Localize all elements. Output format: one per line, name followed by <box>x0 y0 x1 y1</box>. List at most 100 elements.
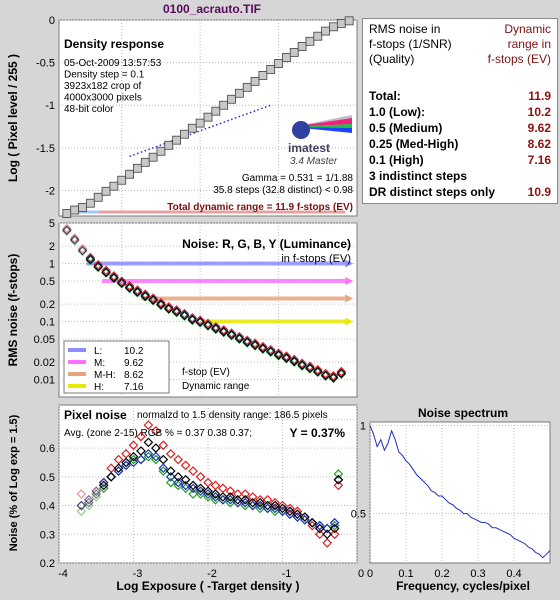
rms-header-line: Dynamic <box>504 22 551 36</box>
rms-row: DR distinct steps only 10.9 <box>369 185 551 201</box>
density-step-marker <box>282 53 291 62</box>
spectrum-y-tick-label: 0.5 <box>351 509 366 521</box>
pixel-noise-marker <box>98 477 109 488</box>
imatest-logo-text: imatest <box>288 141 330 155</box>
noise-marker <box>266 346 276 357</box>
noise-marker <box>195 318 205 328</box>
rms-row-label: DR distinct steps only <box>369 185 496 199</box>
noise-marker <box>140 291 150 301</box>
rms-row: 0.5 (Medium) 9.62 <box>369 121 551 137</box>
rms-row-label: 1.0 (Low): <box>369 105 425 119</box>
density-y-tick-label: 0 <box>49 15 55 27</box>
noise-marker <box>69 233 80 243</box>
noise-marker <box>281 353 292 363</box>
pixel-noise-marker <box>165 477 176 488</box>
pixel-noise-marker <box>151 426 161 436</box>
pixel-noise-marker <box>165 471 176 482</box>
imatest-version: 3.4 Master <box>290 156 338 167</box>
noise-marker <box>281 354 292 364</box>
noise-legend-value: 10.2 <box>124 346 144 357</box>
pixel-noise-marker <box>76 489 87 499</box>
noise-marker <box>140 289 150 299</box>
noise-y-tick-label: 5 <box>49 218 55 230</box>
noise-y-tick-label: 1 <box>49 259 55 271</box>
noise-y-tick-label: 0.2 <box>40 299 55 311</box>
noise-marker <box>258 343 268 354</box>
noise-marker <box>140 292 150 302</box>
pixel-noise-marker <box>83 494 94 505</box>
density-info-line: 4000x3000 pixels <box>64 93 142 104</box>
spectrum-x-tick-label: 0.1 <box>398 568 413 580</box>
noise-spectrum-title: Noise spectrum <box>418 406 508 420</box>
noise-marker <box>62 226 72 236</box>
noise-spectrum-curve <box>369 425 551 559</box>
rms-row: 1.0 (Low): 10.2 <box>369 105 551 121</box>
noise-marker <box>313 367 323 378</box>
noise-marker <box>109 273 119 284</box>
pixel-noise-marker <box>333 474 344 485</box>
noise-marker <box>211 324 221 335</box>
pixel-noise-note: normalzd to 1.5 density range: 186.5 pix… <box>137 410 328 421</box>
rms-header-right: Dynamic range in f-stops (EV) <box>488 22 551 67</box>
noise-marker <box>85 254 96 265</box>
pixel-noise-marker <box>300 512 310 522</box>
noise-marker <box>297 358 307 368</box>
noise-spectrum-chart: Noise spectrum 0.5 1 0 0.1 0.2 0.3 0.4 Freque… <box>351 406 551 593</box>
rms-row-value: 10.2 <box>527 105 551 119</box>
noise-marker <box>258 344 268 354</box>
imatest-logo: imatest <box>288 115 352 155</box>
noise-marker <box>101 267 111 278</box>
noise-marker <box>242 338 252 348</box>
noise-marker <box>195 317 205 327</box>
pixel-noise-marker <box>195 483 206 494</box>
rms-row-value: 11.9 <box>528 89 551 103</box>
rms-row-label: 0.5 (Medium) <box>369 121 443 135</box>
pixel-noise-marker <box>91 489 102 499</box>
noise-marker <box>85 255 96 265</box>
pixel-noise-marker <box>314 523 325 534</box>
pixel-noise-marker <box>158 440 169 451</box>
noise-marker <box>203 321 213 331</box>
pixel-noise-marker <box>165 466 176 476</box>
gamma-fit-line <box>129 104 271 158</box>
noise-marker <box>156 299 166 310</box>
noise-marker <box>297 361 307 371</box>
noise-threshold-arrow <box>345 294 354 303</box>
noise-marker <box>93 261 103 272</box>
density-step-marker <box>219 100 229 110</box>
pixel-noise-marker <box>180 460 191 471</box>
noise-marker <box>101 268 111 278</box>
pixel-noise-x-tick-label: 0 <box>358 568 364 580</box>
pixel-noise-marker <box>322 538 333 548</box>
noise-marker <box>179 308 190 319</box>
density-step-marker <box>305 36 315 46</box>
density-step-marker <box>195 118 205 128</box>
noise-marker <box>320 370 331 381</box>
noise-marker <box>164 304 174 315</box>
noise-marker <box>62 223 72 234</box>
pixel-noise-marker <box>329 529 340 540</box>
noise-threshold-arrow <box>345 259 354 268</box>
spectrum-x-tick-label: 0.4 <box>506 568 521 580</box>
pixel-noise-y-tick-label: 0.4 <box>40 501 55 513</box>
density-panel-title: Density response <box>64 37 164 51</box>
density-info-line: 05-Oct-2009 13:57:53 <box>64 58 162 69</box>
rms-header-line: f-stops (1/SNR) <box>369 37 452 51</box>
noise-marker <box>117 278 127 288</box>
noise-marker <box>164 303 174 314</box>
noise-marker <box>328 370 339 381</box>
pixel-noise-marker <box>277 500 288 511</box>
noise-fstops-chart: 5 2 1 0.5 0.2 0.1 0.05 0.02 0.01 Noise: R, G, B,… <box>6 218 358 398</box>
pixel-noise-marker <box>136 446 146 456</box>
noise-panel-title: Noise: R, G, B, Y (Luminance) <box>182 237 351 251</box>
density-step-marker <box>266 65 276 74</box>
rms-header-left: RMS noise in f-stops (1/SNR) (Quality) <box>369 22 452 67</box>
noise-marker <box>226 328 237 338</box>
pixel-noise-marker <box>322 523 333 534</box>
rms-row-value: 10.9 <box>527 185 551 199</box>
noise-marker <box>124 283 135 294</box>
noise-marker <box>109 273 119 283</box>
noise-legend: L: 10.2 M: 9.62 M-H: 8.62 H: 7.16 <box>63 340 170 394</box>
rms-row-label: Total: <box>369 89 401 103</box>
density-step-marker <box>234 88 244 98</box>
